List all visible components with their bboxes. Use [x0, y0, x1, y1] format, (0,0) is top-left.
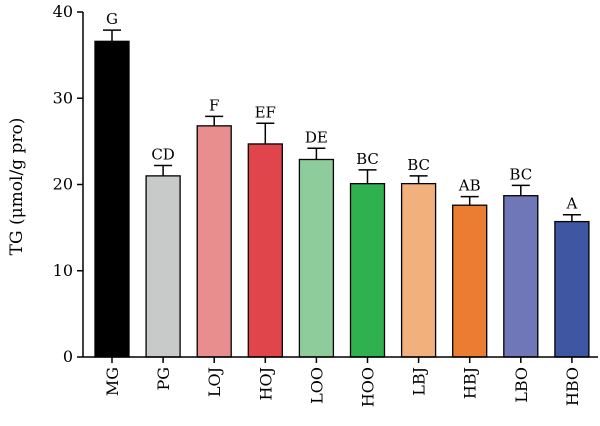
bar-loo [298, 158, 335, 358]
bar-pg [145, 175, 181, 358]
x-category-label: MG [103, 367, 122, 396]
y-tick-label: 20 [53, 175, 73, 194]
bars: G CD F EF DE BC BC AB BC A [94, 10, 590, 358]
significance-label: G [106, 10, 118, 28]
bar-hbo [554, 220, 590, 358]
bar-group-loj: F [196, 96, 232, 358]
bar-group-lbj: BC [400, 156, 437, 358]
y-axis: 0 10 20 30 40 [53, 2, 84, 366]
y-tick-label: 40 [53, 2, 73, 21]
bar-group-lbo: BC [503, 165, 539, 358]
significance-label: BC [356, 150, 379, 168]
y-tick-label: 30 [53, 88, 73, 107]
x-category-label: HOJ [256, 367, 275, 400]
bar-group-loo: DE [298, 128, 335, 358]
bar-group-hoj: EF [247, 103, 283, 358]
significance-label: EF [255, 103, 276, 121]
x-category-label: LOO [307, 367, 326, 404]
y-tick-label: 10 [53, 261, 73, 280]
significance-label: DE [305, 128, 328, 146]
x-category-label: HBJ [461, 367, 480, 399]
bar-lbo [503, 195, 539, 358]
x-category-label: PG [154, 367, 173, 391]
bar-loj [196, 125, 232, 358]
bar-group-hoo: BC [349, 150, 386, 358]
y-axis-title: TG (μmol/g pro) [7, 118, 27, 256]
x-category-label: LOJ [205, 367, 224, 397]
significance-label: A [565, 195, 577, 213]
significance-label: BC [509, 165, 532, 183]
y-tick-label: 0 [63, 347, 73, 366]
x-category-label: HOO [359, 367, 378, 407]
bar-mg [94, 40, 130, 358]
significance-label: CD [151, 146, 175, 164]
bar-group-hbo: A [554, 195, 590, 358]
x-category-label: HBO [563, 367, 582, 406]
significance-label: BC [407, 156, 430, 174]
bar-group-pg: CD [145, 146, 181, 358]
significance-label: AB [458, 177, 481, 195]
x-axis: MG PG LOJ HOJ LOO HOO LBJ HBJ LBO HBO [83, 356, 598, 407]
significance-label: F [209, 96, 219, 114]
bar-hoo [349, 182, 386, 358]
bar-group-mg: G [94, 10, 130, 358]
bar-hbj [452, 204, 488, 358]
bar-lbj [400, 182, 437, 358]
x-category-label: LBJ [410, 367, 429, 396]
x-category-label: LBO [512, 367, 531, 403]
bar-group-hbj: AB [452, 177, 488, 358]
bar-hoj [247, 143, 283, 358]
